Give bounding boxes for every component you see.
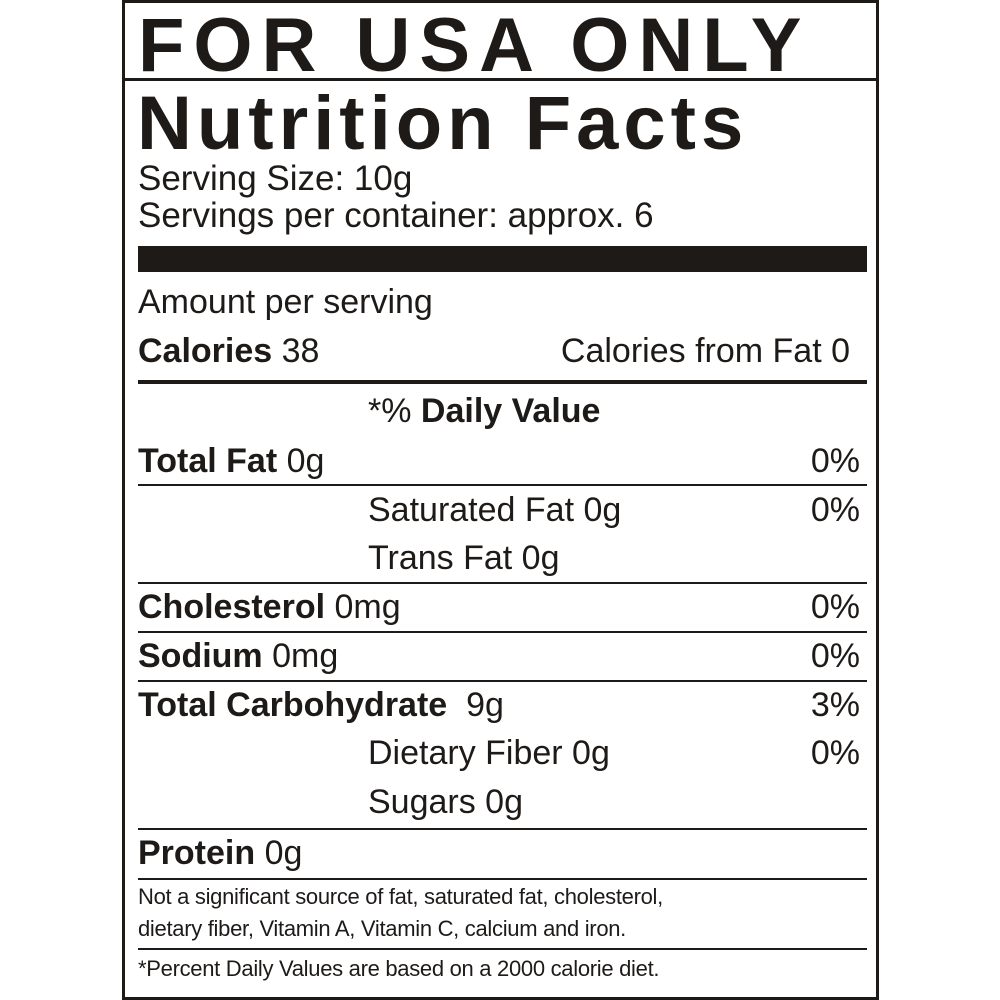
amount-per-serving: Amount per serving [138, 283, 433, 321]
nutrient-protein: Protein 0g [138, 836, 302, 870]
note-line-2: dietary fiber, Vitamin A, Vitamin C, cal… [138, 916, 626, 941]
nutrient-dietary-fiber: Dietary Fiber 0g [368, 734, 610, 772]
note-line-1: Not a significant source of fat, saturat… [138, 884, 663, 909]
nutrient-trans-fat: Trans Fat 0g [368, 539, 560, 577]
nutrient-label: Total Carbohydrate [138, 686, 448, 724]
nutrient-cholesterol: Cholesterol 0mg [138, 590, 401, 624]
calories-from-fat: Calories from Fat 0 [560, 332, 850, 370]
region-banner: FOR USA ONLY [138, 3, 811, 88]
divider [138, 484, 867, 486]
nutrient-amount: 0mg [334, 588, 401, 626]
calories-label: Calories [138, 332, 273, 370]
nutrient-label: Cholesterol [138, 588, 326, 626]
nutrient-dv: 0% [810, 637, 860, 675]
divider [138, 582, 867, 584]
nutrient-dv: 3% [810, 686, 860, 724]
nutrient-amount: 0mg [272, 637, 339, 675]
nutrient-dv: 0% [810, 491, 860, 529]
divider [122, 78, 877, 81]
dv-prefix: *% [368, 392, 412, 430]
nutrient-sodium: Sodium 0mg [138, 639, 338, 673]
nutrient-label: Protein [138, 834, 256, 872]
nutrient-total-carbohydrate: Total Carbohydrate 9g [138, 688, 504, 722]
nutrient-dv: 0% [810, 588, 860, 626]
divider [138, 878, 867, 880]
calories-value: 38 [281, 332, 320, 370]
nutrient-saturated-fat: Saturated Fat 0g [368, 491, 622, 529]
label-title: Nutrition Facts [137, 81, 749, 166]
dv-label: Daily Value [420, 392, 601, 430]
daily-value-header: *% Daily Value [368, 394, 600, 428]
divider [138, 631, 867, 633]
nutrient-sugars: Sugars 0g [368, 783, 523, 821]
nutrient-dv: 0% [810, 442, 860, 480]
calories-row: Calories 38 [138, 334, 319, 368]
nutrient-total-fat: Total Fat 0g [138, 444, 324, 478]
divider [138, 828, 867, 830]
label-border [122, 0, 879, 1000]
divider [138, 380, 867, 384]
nutrient-label: Total Fat [138, 442, 278, 480]
serving-size: Serving Size: 10g [138, 159, 413, 198]
nutrient-amount: 0g [286, 442, 325, 480]
nutrient-amount: 0g [264, 834, 303, 872]
footnote: *Percent Daily Values are based on a 200… [138, 956, 660, 981]
nutrient-dv: 0% [810, 734, 860, 772]
servings-per-container: Servings per container: approx. 6 [138, 196, 654, 235]
nutrient-amount: 9g [466, 686, 504, 724]
divider [138, 948, 867, 950]
nutrient-label: Sodium [138, 637, 263, 675]
divider [138, 680, 867, 682]
thick-divider [138, 246, 867, 272]
